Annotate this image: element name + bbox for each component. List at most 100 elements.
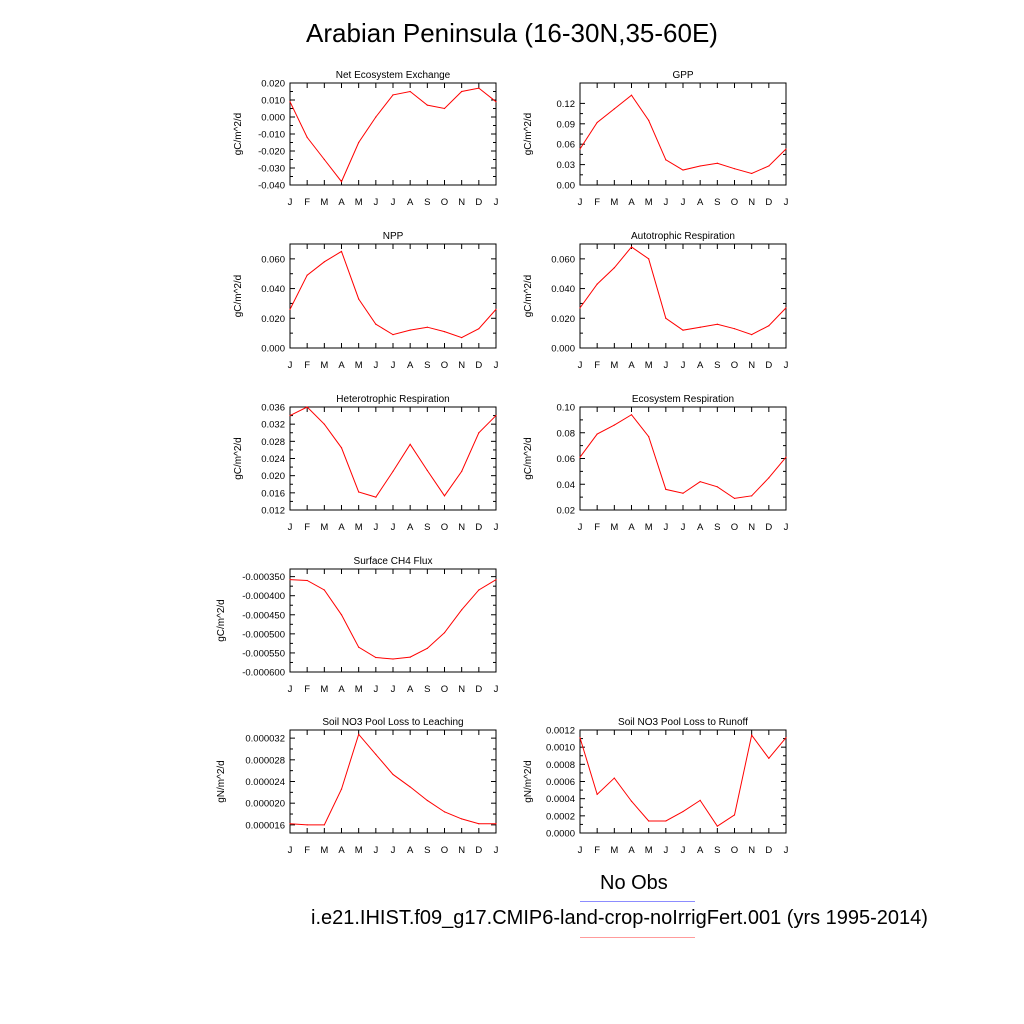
panel-title: NPP — [383, 231, 404, 242]
x-tick-label: S — [424, 360, 430, 371]
data-point — [289, 101, 291, 103]
y-axis-label: gC/m^2/d — [523, 113, 534, 156]
data-point — [392, 470, 394, 472]
x-tick-label: J — [578, 360, 583, 371]
x-tick-label: J — [663, 360, 668, 371]
x-tick-label: J — [373, 360, 378, 371]
x-tick-label: A — [628, 197, 635, 208]
data-point — [579, 148, 581, 150]
y-tick-label: -0.030 — [258, 164, 285, 175]
x-tick-label: S — [714, 197, 720, 208]
y-axis-label: gC/m^2/d — [523, 275, 534, 318]
data-point — [358, 141, 360, 144]
series-line — [579, 414, 787, 499]
y-tick-label: 0.12 — [557, 99, 576, 110]
x-tick-label: J — [494, 360, 499, 371]
x-tick-label: M — [610, 360, 618, 371]
x-tick-label: O — [441, 522, 448, 533]
y-tick-label: -0.020 — [258, 147, 285, 158]
y-axis-label: gC/m^2/d — [233, 113, 244, 156]
x-tick-label: J — [391, 522, 396, 533]
data-point — [751, 495, 753, 497]
data-point — [306, 136, 308, 138]
data-point — [392, 773, 394, 776]
y-tick-label: 0.060 — [261, 254, 285, 265]
x-tick-label: J — [373, 522, 378, 533]
data-point — [461, 470, 463, 472]
x-tick-label: A — [628, 845, 635, 856]
y-tick-label: -0.040 — [258, 181, 285, 192]
x-tick-label: S — [714, 360, 720, 371]
plot-frame — [289, 82, 497, 186]
x-tick-label: J — [663, 522, 668, 533]
x-tick-label: F — [594, 197, 600, 208]
data-point — [323, 824, 325, 826]
data-point — [785, 148, 787, 150]
legend-obs-line — [580, 901, 695, 902]
x-tick-label: J — [784, 360, 789, 371]
data-point — [409, 90, 411, 93]
y-tick-label: -0.000500 — [242, 629, 285, 640]
data-point — [323, 158, 325, 161]
data-point — [289, 823, 291, 825]
data-point — [785, 737, 787, 739]
data-point — [495, 101, 497, 103]
x-tick-label: J — [391, 684, 396, 695]
y-axis-label: gN/m^2/d — [523, 760, 534, 803]
data-point — [392, 334, 394, 336]
data-point — [375, 753, 377, 755]
x-tick-label: M — [320, 684, 328, 695]
data-point — [375, 496, 377, 498]
plot-frame — [289, 568, 497, 673]
x-tick-label: D — [475, 360, 482, 371]
data-point — [289, 579, 291, 581]
data-point — [495, 308, 497, 310]
data-point — [495, 579, 497, 581]
data-point — [358, 491, 360, 493]
series-line — [289, 250, 497, 339]
data-point — [443, 107, 446, 110]
x-tick-label: J — [681, 197, 686, 208]
data-point — [768, 325, 770, 327]
y-tick-label: 0.040 — [551, 284, 575, 295]
data-point — [289, 414, 291, 417]
y-tick-label: 0.028 — [261, 437, 285, 448]
x-tick-label: O — [731, 522, 738, 533]
data-point — [733, 328, 736, 330]
x-tick-label: A — [407, 845, 414, 856]
x-tick-label: J — [494, 522, 499, 533]
x-tick-label: A — [697, 360, 704, 371]
data-point — [648, 119, 650, 121]
data-point — [426, 799, 428, 802]
x-tick-label: N — [748, 522, 755, 533]
data-point — [699, 165, 701, 167]
y-tick-label: 0.06 — [557, 454, 576, 465]
x-tick-label: N — [458, 845, 465, 856]
y-tick-label: 0.0004 — [546, 794, 575, 805]
x-tick-label: F — [594, 522, 600, 533]
x-tick-label: J — [663, 845, 668, 856]
x-tick-label: M — [610, 522, 618, 533]
x-tick-label: D — [475, 684, 482, 695]
x-tick-label: D — [765, 360, 772, 371]
x-tick-label: O — [441, 197, 448, 208]
x-tick-label: N — [748, 360, 755, 371]
data-point — [733, 497, 736, 500]
x-tick-label: J — [373, 197, 378, 208]
series-line — [289, 406, 497, 498]
x-tick-label: M — [645, 360, 653, 371]
y-tick-label: 0.10 — [557, 403, 576, 414]
data-point — [392, 94, 394, 96]
data-point — [751, 734, 753, 736]
data-point — [443, 811, 446, 813]
x-tick-label: J — [681, 522, 686, 533]
x-tick-label: J — [494, 684, 499, 695]
x-tick-label: O — [441, 360, 448, 371]
y-tick-label: 0.02 — [557, 506, 576, 517]
y-tick-label: 0.0002 — [546, 811, 575, 822]
x-tick-label: O — [731, 197, 738, 208]
series-line — [579, 246, 787, 336]
y-tick-label: 0.020 — [261, 79, 285, 90]
y-tick-label: 0.000024 — [245, 777, 285, 788]
x-tick-label: F — [304, 845, 310, 856]
